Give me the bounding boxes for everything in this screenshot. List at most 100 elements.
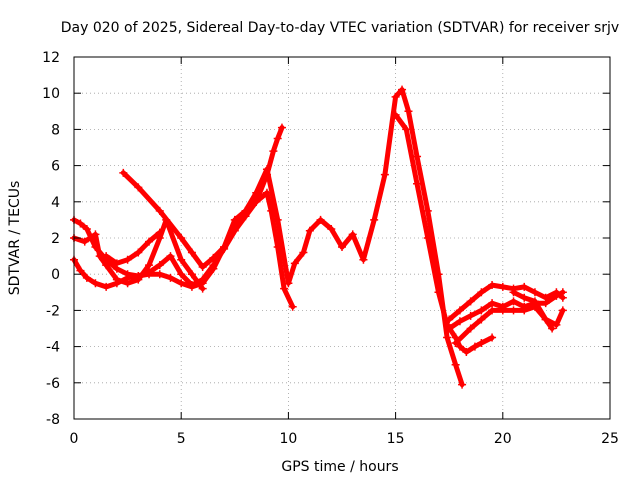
data-point-marker [530,288,539,297]
x-tick-label: 5 [177,431,186,447]
data-point-marker [198,284,207,293]
data-point-marker [155,206,164,215]
data-point-marker [413,152,422,161]
data-point-marker [348,230,357,239]
y-tick-label: 0 [51,267,60,283]
data-point-marker [166,252,175,261]
data-point-marker [288,302,297,311]
data-point-marker [455,317,464,326]
data-point-marker [443,333,452,342]
data-point-marker [177,279,186,288]
data-point-marker [413,179,422,188]
data-point-marker [488,281,497,290]
data-point-marker [134,183,143,192]
chart-title: Day 020 of 2025, Sidereal Day-to-day VTE… [61,20,619,36]
data-point-marker [123,279,132,288]
data-point-marker [91,230,100,239]
x-tick-label: 10 [279,431,297,447]
data-point-marker [123,255,132,264]
y-tick-label: -6 [46,376,60,392]
data-point-marker [477,315,486,324]
data-point-marker [112,259,121,268]
y-tick-label: 10 [42,86,60,102]
data-point-marker [102,282,111,291]
data-point-marker [299,248,308,257]
data-point-marker [267,206,276,215]
data-point-marker [262,170,271,179]
data-point-marker [76,219,85,228]
data-point-marker [498,282,507,291]
data-point-marker [305,226,314,235]
data-point-marker [477,288,486,297]
data-point-marker [451,360,460,369]
data-point-marker [359,255,368,264]
data-point-marker [177,270,186,279]
data-point-marker [541,299,550,308]
data-point-marker [462,348,471,357]
x-tick-label: 20 [494,431,512,447]
data-point-marker [548,324,557,333]
data-point-marker [434,288,443,297]
data-point-marker [380,170,389,179]
data-series [70,85,567,389]
data-point-marker [280,284,289,293]
data-point-marker [112,275,121,284]
data-point-marker [220,243,229,252]
data-point-marker [327,224,336,233]
data-point-marker [391,110,400,119]
data-point-marker [119,168,128,177]
data-point-marker [230,215,239,224]
data-point-marker [162,215,171,224]
data-point-marker [466,311,475,320]
data-point-marker [466,297,475,306]
data-point-marker [166,273,175,282]
data-point-marker [477,338,486,347]
y-tick-label: -8 [46,412,60,428]
data-point-marker [262,188,271,197]
data-point-marker [155,228,164,237]
data-point-marker [82,273,91,282]
series-track-5 [103,230,163,266]
data-point-marker [273,243,282,252]
data-point-marker [488,333,497,342]
series-track-6 [393,112,495,355]
grid [74,57,610,419]
data-point-marker [541,315,550,324]
data-point-marker [290,259,299,268]
data-point-marker [145,237,154,246]
data-point-marker [370,215,379,224]
data-point-marker [455,306,464,315]
data-point-marker [277,123,286,132]
data-point-marker [520,293,529,302]
data-point-marker [488,306,497,315]
x-tick-label: 0 [70,431,79,447]
data-point-marker [252,197,261,206]
data-point-marker [398,85,407,94]
data-point-marker [552,320,561,329]
y-tick-label: 2 [51,231,60,247]
data-point-marker [134,275,143,284]
y-tick-label: 12 [42,50,60,66]
series-track-7 [446,282,566,322]
data-point-marker [552,291,561,300]
data-point-marker [470,342,479,351]
y-tick-label: -2 [46,303,60,319]
y-tick-label: 8 [51,122,60,138]
data-point-marker [80,237,89,246]
y-tick-label: -4 [46,340,60,356]
x-axis-label: GPS time / hours [281,459,398,475]
data-point-marker [187,248,196,257]
x-tick-label: 25 [601,431,619,447]
data-point-marker [82,224,91,233]
data-point-marker [145,270,154,279]
data-point-marker [466,324,475,333]
data-point-marker [316,215,325,224]
data-point-marker [102,252,111,261]
data-point-marker [520,282,529,291]
data-point-marker [209,264,218,273]
data-point-marker [187,270,196,279]
y-tick-label: 6 [51,159,60,175]
data-point-marker [187,282,196,291]
data-point-marker [155,270,164,279]
data-point-marker [458,380,467,389]
